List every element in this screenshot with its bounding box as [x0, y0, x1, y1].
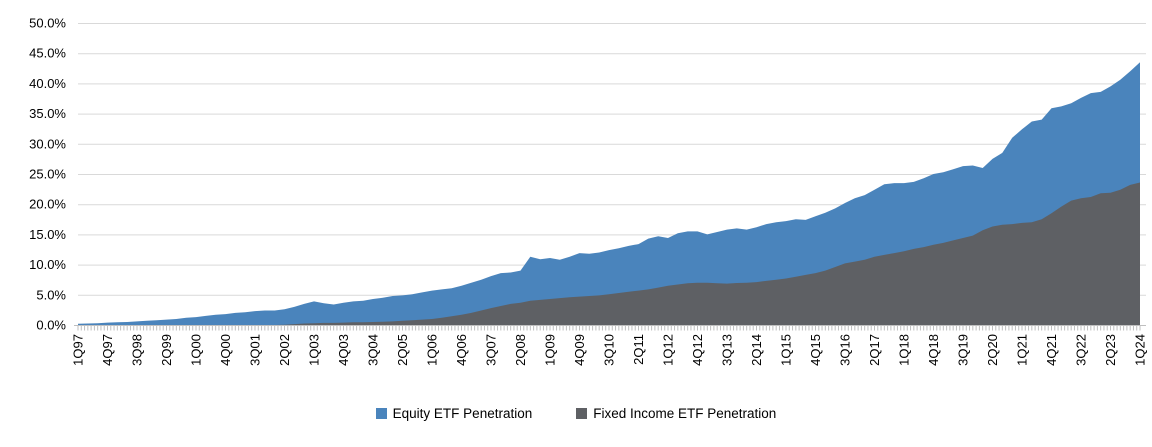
x-axis-label: 3Q04 [366, 334, 381, 366]
x-axis-label: 3Q22 [1074, 334, 1089, 366]
x-axis-label: 2Q08 [513, 334, 528, 366]
x-axis-label: 1Q21 [1015, 334, 1030, 366]
x-axis-label: 1Q06 [425, 334, 440, 366]
y-axis-label: 35.0% [29, 106, 66, 121]
chart-legend: Equity ETF Penetration Fixed Income ETF … [0, 401, 1152, 425]
x-axis-label: 3Q10 [602, 334, 617, 366]
x-axis-label: 4Q09 [572, 334, 587, 366]
fixed-income-legend-swatch-icon [576, 407, 588, 419]
equity-legend-swatch-icon [375, 407, 387, 419]
x-axis-label: 2Q05 [395, 334, 410, 366]
y-axis-label: 45.0% [29, 46, 66, 61]
x-axis-label: 2Q23 [1103, 334, 1118, 366]
legend-item-fixed-income: Fixed Income ETF Penetration [576, 406, 776, 421]
fixed-income-legend-label: Fixed Income ETF Penetration [593, 405, 777, 421]
x-axis-label: 3Q07 [484, 334, 499, 366]
x-axis-label: 1Q97 [71, 334, 86, 366]
x-axis-label: 4Q21 [1044, 334, 1059, 366]
x-axis-label: 4Q03 [336, 334, 351, 366]
chart-plot-area: 0.0% 5.0% 10.0% 15.0% 20.0% 25.0% 30.0% 35.0% 40… [29, 16, 1148, 366]
x-axis-label: 4Q97 [100, 334, 115, 366]
y-axis-label: 10.0% [29, 257, 66, 272]
x-axis-label: 4Q06 [454, 334, 469, 366]
x-axis-label: 1Q24 [1133, 334, 1148, 366]
y-axis-label: 50.0% [29, 16, 66, 31]
x-axis-label: 1Q18 [897, 334, 912, 366]
x-axis-label: 1Q09 [543, 334, 558, 366]
x-axis-label: 2Q11 [631, 334, 646, 365]
x-axis-label: 4Q18 [926, 334, 941, 366]
x-axis-label: 4Q12 [690, 334, 705, 366]
x-axis-label: 1Q00 [189, 334, 204, 366]
x-axis-label: 2Q99 [159, 334, 174, 366]
y-axis-label: 5.0% [36, 287, 66, 302]
legend-item-equity: Equity ETF Penetration [375, 405, 533, 421]
x-axis-label: 4Q15 [808, 334, 823, 366]
x-axis-label: 1Q03 [307, 334, 322, 366]
x-axis-label: 3Q19 [956, 334, 971, 366]
y-axis-label: 0.0% [36, 318, 66, 333]
x-axis-label: 3Q16 [838, 334, 853, 366]
x-axis-label: 3Q01 [248, 334, 263, 366]
x-axis-label: 4Q00 [218, 334, 233, 366]
x-axis-label: 2Q14 [749, 334, 764, 366]
x-axis-label: 2Q17 [867, 334, 882, 366]
y-axis-label: 30.0% [29, 136, 66, 151]
y-axis-label: 20.0% [29, 197, 66, 212]
y-axis-label: 15.0% [29, 227, 66, 242]
x-axis-label: 3Q13 [720, 334, 735, 366]
y-axis-label: 40.0% [29, 76, 66, 91]
x-axis-label: 2Q20 [985, 334, 1000, 366]
x-axis-label: 1Q12 [661, 334, 676, 366]
equity-legend-label: Equity ETF Penetration [392, 405, 533, 421]
fixed-income-area [78, 182, 1140, 325]
x-axis-label: 3Q98 [130, 334, 145, 366]
x-axis-label: 1Q15 [779, 334, 794, 366]
y-axis-label: 25.0% [29, 167, 66, 182]
x-axis-label: 2Q02 [277, 334, 292, 366]
